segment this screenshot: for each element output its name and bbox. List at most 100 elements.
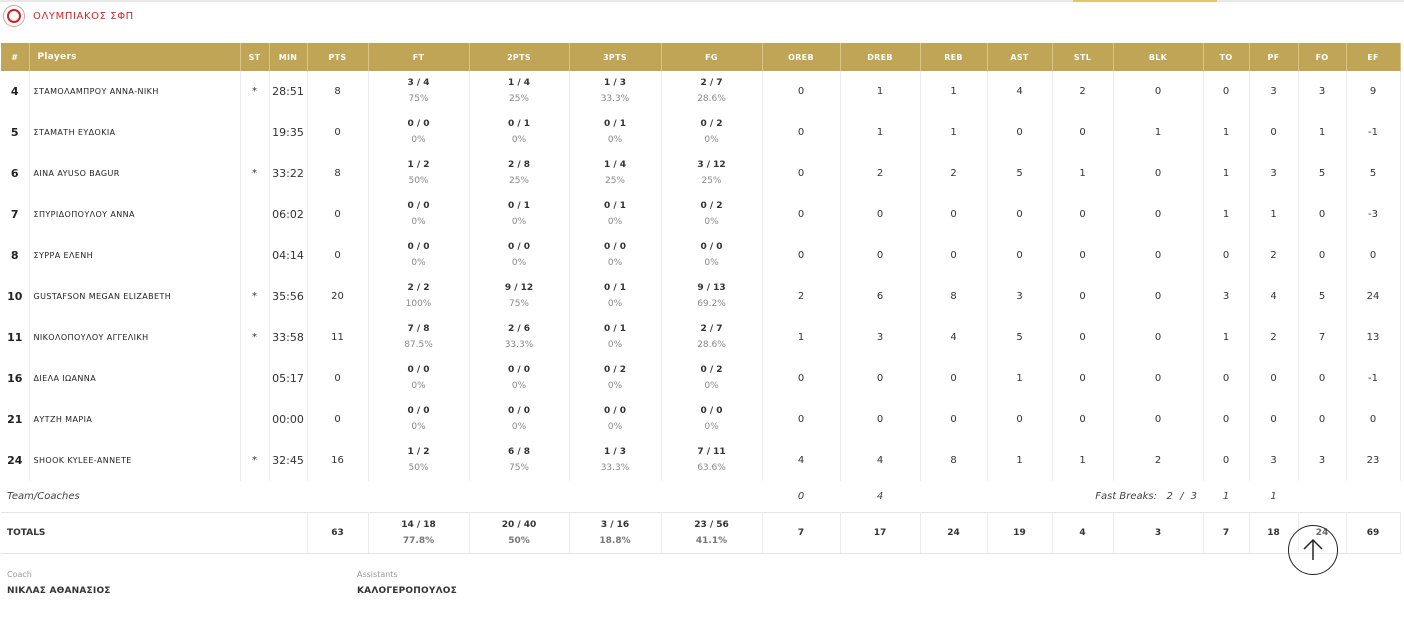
player-ft: 3 / 4 75% — [368, 71, 470, 112]
player-ft: 1 / 2 50% — [368, 440, 470, 481]
player-3pts-made: 1 / 3 — [603, 78, 627, 88]
totals-fg-made: 23 / 56 — [694, 519, 729, 530]
player-ft-pct: 0% — [411, 422, 426, 432]
coach-label: Coach — [7, 570, 32, 579]
player-2pts: 0 / 1 0% — [469, 194, 570, 235]
player-fg: 0 / 0 0% — [661, 235, 763, 276]
starter-marker: * — [240, 71, 270, 112]
scroll-to-top-button[interactable] — [1288, 525, 1338, 575]
player-ft-made: 0 / 0 — [407, 406, 430, 416]
player-to: 3 — [1203, 276, 1250, 317]
col-pts: PTS — [307, 43, 369, 71]
player-ft-made: 2 / 2 — [407, 283, 430, 293]
player-minutes: 33:58 — [269, 317, 308, 358]
player-blk: 0 — [1113, 276, 1204, 317]
player-dreb: 1 — [840, 71, 921, 112]
player-points: 0 — [307, 399, 369, 440]
team-coaches-row: Team/Coaches 0 4 Fast Breaks: 2 / 3 1 1 — [1, 481, 1400, 513]
player-fg: 2 / 7 28.6% — [661, 71, 763, 112]
player-pf: 4 — [1249, 276, 1299, 317]
player-fo: 5 — [1298, 276, 1347, 317]
totals-3pts-pct: 18.8% — [599, 535, 631, 546]
table-row: 7 ΣΠΥΡΙΔΟΠΟΥΛΟΥ ΑΝΝΑ 06:02 0 0 / 0 0% 0 / 1 0% 0… — [1, 194, 1401, 235]
totals-dreb: 17 — [840, 512, 921, 554]
player-minutes: 04:14 — [269, 235, 308, 276]
player-3pts-pct: 0% — [607, 422, 623, 432]
player-pf: 2 — [1249, 317, 1299, 358]
player-3pts-made: 0 / 2 — [603, 365, 627, 375]
player-oreb: 0 — [762, 112, 841, 153]
player-dreb: 0 — [840, 194, 921, 235]
top-border — [0, 0, 1404, 2]
player-number: 11 — [1, 317, 30, 358]
totals-2pts-pct: 50% — [508, 535, 530, 546]
starter-marker — [240, 358, 270, 399]
totals-to: 7 — [1203, 512, 1250, 554]
player-3pts: 1 / 3 33.3% — [569, 440, 662, 481]
starter-marker: * — [240, 440, 270, 481]
player-stl: 0 — [1052, 399, 1114, 440]
player-2pts-made: 0 / 0 — [507, 406, 531, 416]
totals-fg-pct: 41.1% — [695, 535, 728, 546]
team-oreb: 0 — [797, 491, 805, 502]
table-row: 24 SHOOK KYLEE-ANNETE * 32:45 16 1 / 2 50% 6 / … — [1, 440, 1401, 481]
player-3pts-made: 0 / 0 — [603, 242, 627, 252]
player-fo: 5 — [1298, 153, 1347, 194]
player-name-link[interactable]: ΣΤΑΜΟΛΑΜΠΡΟΥ ΑΝΝΑ-ΝΙΚΗ — [29, 71, 241, 112]
player-name-link[interactable]: ΝΙΚΟΛΟΠΟΥΛΟΥ ΑΓΓΕΛΙΚΗ — [29, 317, 241, 358]
player-minutes: 35:56 — [269, 276, 308, 317]
player-3pts: 1 / 3 33.3% — [569, 71, 662, 112]
player-points: 0 — [307, 112, 369, 153]
player-stl: 0 — [1052, 317, 1114, 358]
player-name-link[interactable]: ΣΤΑΜΑΤΗ ΕΥΔΟΚΙΑ — [29, 112, 241, 153]
player-stl: 1 — [1052, 440, 1114, 481]
starter-marker — [240, 112, 270, 153]
player-fo: 0 — [1298, 399, 1347, 440]
col-2pts: 2PTS — [469, 43, 570, 71]
col-pf: PF — [1249, 43, 1299, 71]
player-fo: 0 — [1298, 235, 1347, 276]
player-name-link[interactable]: ΔΙΕΛΑ ΙΩΑΝΝΑ — [29, 358, 241, 399]
player-2pts-pct: 0% — [511, 217, 527, 227]
player-name-link[interactable]: ΣΥΡΡΑ ΕΛΕΝΗ — [29, 235, 241, 276]
player-stl: 0 — [1052, 194, 1114, 235]
player-reb: 2 — [920, 153, 988, 194]
player-fg: 3 / 12 25% — [661, 153, 763, 194]
totals-2pts-made: 20 / 40 — [501, 519, 537, 530]
col-players: Players — [29, 43, 241, 71]
assistants-label: Assistants — [357, 570, 398, 579]
player-2pts-pct: 75% — [508, 463, 529, 473]
player-name-link[interactable]: GUSTAFSON MEGAN ELIZABETH — [29, 276, 241, 317]
player-2pts-pct: 33.3% — [504, 340, 534, 350]
player-fg-pct: 0% — [704, 422, 719, 432]
player-2pts-made: 2 / 8 — [507, 160, 531, 170]
team-coaches-label: Team/Coaches — [7, 491, 80, 502]
player-name-link[interactable]: ΣΠΥΡΙΔΟΠΟΥΛΟΥ ΑΝΝΑ — [29, 194, 241, 235]
player-2pts: 2 / 6 33.3% — [469, 317, 570, 358]
player-ft: 0 / 0 0% — [368, 399, 470, 440]
player-stl: 2 — [1052, 71, 1114, 112]
player-name-link[interactable]: AINA AYUSO BAGUR — [29, 153, 241, 194]
player-ft-made: 0 / 0 — [407, 119, 430, 129]
player-2pts-pct: 0% — [511, 135, 527, 145]
table-row: 4 ΣΤΑΜΟΛΑΜΠΡΟΥ ΑΝΝΑ-ΝΙΚΗ * 28:51 8 3 / 4 75% 1 … — [1, 71, 1401, 112]
player-number: 16 — [1, 358, 30, 399]
player-ef: 24 — [1346, 276, 1401, 317]
player-ft: 0 / 0 0% — [368, 358, 470, 399]
player-2pts: 0 / 0 0% — [469, 235, 570, 276]
table-row: 5 ΣΤΑΜΑΤΗ ΕΥΔΟΚΙΑ 19:35 0 0 / 0 0% 0 / 1 0% 0 / … — [1, 112, 1401, 153]
player-ft: 7 / 8 87.5% — [368, 317, 470, 358]
player-name-link[interactable]: SHOOK KYLEE-ANNETE — [29, 440, 241, 481]
player-2pts: 1 / 4 25% — [469, 71, 570, 112]
player-pf: 2 — [1249, 235, 1299, 276]
player-stl: 0 — [1052, 276, 1114, 317]
player-3pts-made: 1 / 3 — [603, 447, 627, 457]
player-3pts: 0 / 1 0% — [569, 194, 662, 235]
player-name-link[interactable]: ΑΥΤΖΗ ΜΑΡΙΑ — [29, 399, 241, 440]
player-number: 8 — [1, 235, 30, 276]
player-to: 0 — [1203, 399, 1250, 440]
table-row: 6 AINA AYUSO BAGUR * 33:22 8 1 / 2 50% 2 / 8 25%… — [1, 153, 1401, 194]
player-dreb: 0 — [840, 235, 921, 276]
player-3pts-made: 0 / 1 — [603, 119, 627, 129]
player-ef: 23 — [1346, 440, 1401, 481]
